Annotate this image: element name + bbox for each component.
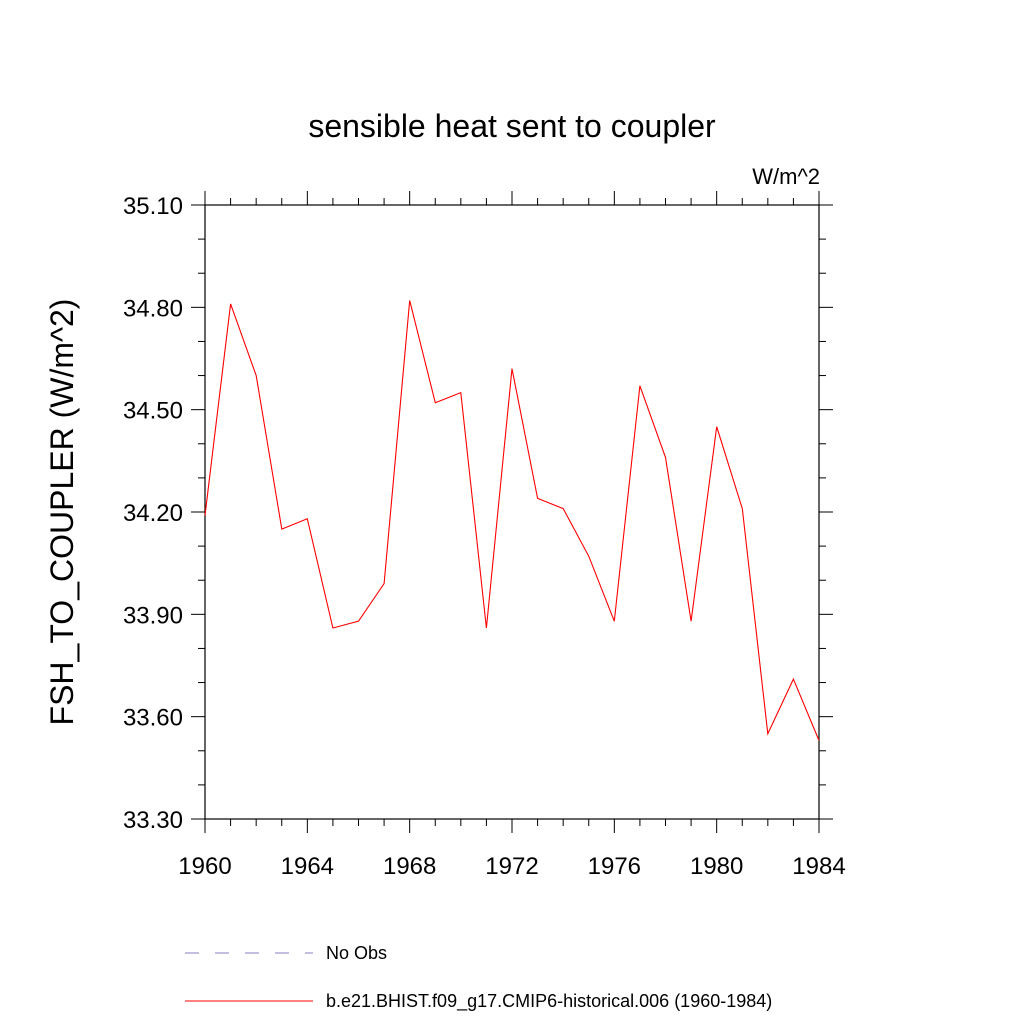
y-axis-label: FSH_TO_COUPLER (W/m^2) xyxy=(44,299,80,726)
x-tick-label: 1984 xyxy=(792,853,845,880)
y-tick-label: 33.60 xyxy=(123,705,183,732)
legend-label-historical: b.e21.BHIST.f09_g17.CMIP6-historical.006… xyxy=(326,991,772,1012)
y-axis: 33.30 33.60 33.90 34.20 34.50 34.80 35.10 xyxy=(123,193,833,834)
series-line-historical xyxy=(204,300,820,741)
y-tick-label: 34.50 xyxy=(123,398,183,425)
y-tick-label: 35.10 xyxy=(123,193,183,220)
y-tick-label: 34.20 xyxy=(123,500,183,527)
x-tick-label: 1980 xyxy=(690,853,743,880)
y-tick-label: 34.80 xyxy=(123,295,183,322)
legend: No Obs b.e21.BHIST.f09_g17.CMIP6-histori… xyxy=(185,943,772,1012)
x-tick-label: 1964 xyxy=(281,853,334,880)
plot-frame xyxy=(204,204,820,820)
chart-title: sensible heat sent to coupler xyxy=(308,108,716,144)
x-tick-label: 1972 xyxy=(485,853,538,880)
series-layer xyxy=(204,300,820,741)
x-tick-label: 1968 xyxy=(383,853,436,880)
x-tick-label: 1976 xyxy=(588,853,641,880)
legend-label-no-obs: No Obs xyxy=(326,943,387,963)
y-tick-label: 33.90 xyxy=(123,602,183,629)
units-label: W/m^2 xyxy=(752,164,820,189)
x-axis: 1960 1964 1968 1972 1976 1980 1984 xyxy=(178,191,846,880)
y-tick-label: 33.30 xyxy=(123,807,183,834)
x-tick-label: 1960 xyxy=(178,853,231,880)
